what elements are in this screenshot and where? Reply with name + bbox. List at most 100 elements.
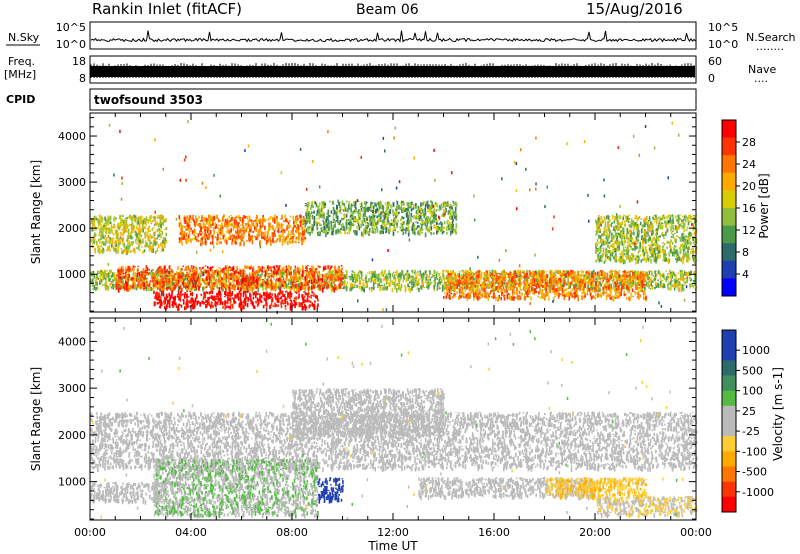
echo-cell	[493, 272, 495, 274]
echo-cell	[132, 267, 135, 272]
echo-cell	[249, 281, 251, 286]
echo-cell	[240, 306, 242, 311]
echo-cell	[612, 270, 614, 273]
echo-cell	[334, 275, 337, 278]
echo-cell	[251, 278, 254, 284]
echo-cell	[129, 268, 131, 272]
echo-cell	[145, 284, 148, 289]
echo-cell	[505, 283, 507, 289]
echo-cell	[277, 304, 279, 307]
echo-cell	[127, 287, 130, 292]
echo-cell	[306, 267, 308, 272]
echo-cell	[220, 276, 222, 279]
echo-cell	[292, 285, 294, 288]
echo-cell	[160, 287, 163, 289]
echo-cell	[227, 286, 229, 288]
echo-cell	[281, 299, 284, 302]
echo-cell	[128, 268, 130, 272]
echo-cell	[307, 293, 309, 298]
echo-cell	[491, 269, 494, 273]
echo-cell	[211, 271, 214, 277]
echo-cell	[119, 236, 122, 239]
echo-cell	[161, 245, 164, 249]
echo-cell	[128, 244, 130, 249]
echo-cell	[199, 284, 202, 286]
echo-cell	[100, 237, 102, 241]
echo-cell	[148, 215, 151, 217]
echo-cell	[157, 215, 160, 217]
echo-cell	[154, 296, 156, 299]
echo-cell	[186, 298, 188, 302]
echo-cell	[231, 273, 234, 279]
echo-cell	[199, 220, 202, 222]
echo-cell	[661, 279, 663, 282]
echo-cell	[588, 270, 590, 272]
echo-cell	[112, 244, 115, 250]
echo-cell	[105, 273, 108, 276]
echo-cell	[176, 282, 179, 287]
echo-cell	[100, 224, 103, 230]
echo-cell	[388, 273, 390, 276]
echo-cell	[598, 284, 600, 286]
echo-cell	[205, 291, 208, 294]
echo-cell	[171, 293, 173, 298]
echo-cell	[633, 278, 635, 280]
echo-cell	[320, 273, 322, 275]
echo-cell	[123, 220, 125, 225]
echo-cell	[669, 269, 671, 273]
echo-cell	[224, 280, 227, 285]
echo-cell	[262, 279, 264, 281]
echo-cell	[134, 230, 137, 236]
echo-cell	[274, 268, 277, 272]
echo-cell	[291, 238, 294, 244]
echo-cell	[441, 272, 444, 274]
echo-cell	[196, 217, 199, 221]
echo-cell	[107, 246, 109, 251]
echo-cell	[119, 273, 121, 276]
echo-cell	[192, 283, 195, 288]
echo-cell	[219, 271, 221, 277]
echo-cell	[620, 280, 622, 286]
echo-cell	[589, 287, 592, 289]
echo-cell	[165, 239, 168, 244]
echo-cell	[98, 233, 101, 237]
echo-cell	[98, 249, 101, 255]
echo-cell	[236, 268, 239, 271]
echo-cell	[452, 277, 455, 280]
echo-cell	[229, 287, 231, 291]
echo-cell	[366, 272, 369, 274]
echo-cell	[385, 279, 388, 283]
echo-cell	[423, 287, 426, 289]
echo-cell	[339, 285, 342, 289]
echo-cell	[125, 224, 127, 227]
echo-cell	[215, 274, 218, 276]
echo-cell	[374, 277, 377, 281]
echo-cell	[202, 274, 204, 276]
echo-cell	[343, 283, 346, 288]
echo-cell	[233, 277, 235, 281]
echo-cell	[198, 278, 200, 284]
echo-cell	[114, 229, 117, 235]
echo-cell	[382, 274, 384, 277]
echo-cell	[461, 283, 463, 288]
echo-cell	[345, 270, 347, 272]
echo-cell	[211, 269, 213, 273]
echo-cell	[112, 237, 115, 239]
echo-cell	[111, 238, 114, 243]
echo-cell	[287, 270, 290, 276]
echo-cell	[153, 301, 156, 307]
echo-cell	[149, 280, 152, 283]
echo-cell	[184, 216, 187, 220]
echo-cell	[248, 278, 250, 284]
echo-cell	[150, 286, 152, 291]
echo-cell	[131, 229, 133, 234]
echo-cell	[253, 279, 256, 284]
echo-cell	[262, 286, 264, 291]
echo-cell	[92, 287, 95, 291]
echo-cell	[101, 249, 104, 254]
echo-cell	[129, 250, 132, 253]
echo-cell	[261, 269, 263, 273]
echo-cell	[197, 276, 199, 280]
echo-cell	[215, 295, 218, 300]
echo-cell	[104, 237, 107, 241]
